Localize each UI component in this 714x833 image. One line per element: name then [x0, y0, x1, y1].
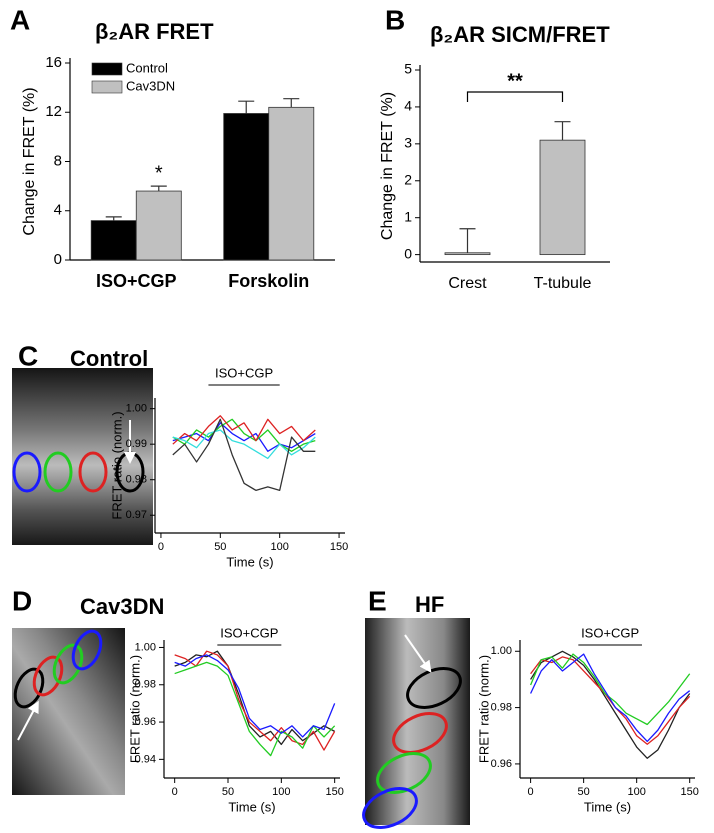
- cell-image-e: [362, 618, 470, 829]
- x-tick-label: 50: [214, 541, 226, 553]
- y-tick-label: 0.98: [126, 474, 147, 486]
- panel-title: β₂AR FRET: [95, 19, 214, 44]
- panel-letter: E: [368, 585, 387, 616]
- trace: [172, 422, 316, 452]
- trace: [174, 650, 336, 751]
- panel-title: HF: [415, 592, 444, 617]
- legend-label: Control: [126, 60, 168, 75]
- bar: [90, 220, 137, 261]
- y-tick-label: 1: [404, 208, 412, 224]
- x-tick-label: 150: [681, 786, 699, 798]
- x-tick-label: Crest: [448, 275, 487, 292]
- panel-title: β₂AR SICM/FRET: [430, 22, 610, 47]
- bar: [135, 190, 182, 261]
- y-tick-label: 3: [404, 135, 412, 151]
- treatment-label: ISO+CGP: [215, 365, 273, 380]
- y-tick-label: 0.94: [135, 753, 156, 765]
- y-tick-label: 0.97: [126, 509, 147, 521]
- panel-letter: C: [18, 340, 38, 371]
- y-tick-label: 16: [45, 54, 62, 71]
- panel-letter: B: [385, 4, 405, 35]
- x-tick-label: 100: [627, 786, 645, 798]
- trace: [172, 415, 316, 445]
- y-tick-label: 1.00: [126, 403, 147, 415]
- x-tick-label: Forskolin: [228, 271, 309, 291]
- x-tick-label: 150: [325, 786, 343, 798]
- x-tick-label: 0: [158, 541, 164, 553]
- y-tick-label: 8: [54, 152, 62, 169]
- y-tick-label: 0: [54, 251, 62, 268]
- bar: [444, 252, 491, 256]
- panel-title: Control: [70, 346, 148, 371]
- panel-letter: D: [12, 585, 32, 616]
- trace: [172, 418, 316, 492]
- y-tick-label: 4: [404, 98, 412, 114]
- y-tick-label: 12: [45, 103, 62, 120]
- cell-image-d: [12, 628, 125, 795]
- error-bar: [238, 100, 255, 114]
- y-tick-label: 0.96: [135, 716, 156, 728]
- y-tick-label: 0: [404, 245, 412, 261]
- trace: [530, 650, 691, 759]
- x-tick-label: 50: [578, 786, 590, 798]
- legend-label: Cav3DN: [126, 78, 175, 93]
- bar: [539, 139, 586, 256]
- trace: [530, 653, 691, 743]
- panel-title: Cav3DN: [80, 594, 164, 619]
- y-axis-label: FRET ratio (norm.): [127, 655, 142, 763]
- y-tick-label: 1.00: [491, 645, 512, 657]
- y-axis-label: Change in FRET (%): [379, 92, 396, 240]
- y-axis-label: Change in FRET (%): [21, 87, 38, 235]
- treatment-label: ISO+CGP: [220, 625, 278, 640]
- trace: [172, 429, 316, 460]
- x-tick-label: T-tubule: [534, 275, 592, 292]
- error-bar: [283, 98, 300, 108]
- trace: [172, 418, 316, 452]
- x-tick-label: 100: [271, 541, 289, 553]
- y-axis-label: FRET ratio (norm.): [109, 411, 124, 519]
- error-bar: [459, 228, 476, 253]
- trace: [174, 654, 336, 738]
- legend-swatch: [91, 80, 123, 94]
- y-axis-label: FRET ratio (norm.): [476, 655, 491, 763]
- bar: [268, 106, 315, 261]
- y-tick-label: 2: [404, 171, 412, 187]
- x-tick-label: 100: [272, 786, 290, 798]
- y-tick-label: 0.99: [126, 438, 147, 450]
- y-tick-label: 1.00: [135, 641, 156, 653]
- trace: [174, 661, 336, 757]
- bar: [223, 113, 270, 261]
- significance: *: [155, 162, 163, 184]
- significance-bracket: [466, 91, 564, 102]
- y-tick-label: 0.98: [491, 701, 512, 713]
- significance: **: [507, 70, 523, 92]
- y-tick-label: 5: [404, 61, 412, 77]
- error-bar: [150, 185, 167, 192]
- error-bar: [105, 216, 122, 221]
- legend-swatch: [91, 62, 123, 76]
- treatment-label: ISO+CGP: [581, 625, 639, 640]
- error-bar: [554, 121, 571, 141]
- x-tick-label: ISO+CGP: [96, 271, 177, 291]
- x-axis-label: Time (s): [228, 799, 275, 814]
- trace: [530, 653, 691, 726]
- x-axis-label: Time (s): [226, 554, 273, 569]
- x-tick-label: 0: [528, 786, 534, 798]
- cell-image-c: [12, 368, 153, 545]
- trace: [530, 656, 691, 745]
- panel-letter: A: [10, 4, 30, 35]
- x-axis-label: Time (s): [584, 799, 631, 814]
- x-tick-label: 50: [222, 786, 234, 798]
- x-tick-label: 150: [330, 541, 348, 553]
- y-tick-label: 4: [54, 202, 62, 219]
- y-tick-label: 0.98: [135, 679, 156, 691]
- y-tick-label: 0.96: [491, 758, 512, 770]
- x-tick-label: 0: [172, 786, 178, 798]
